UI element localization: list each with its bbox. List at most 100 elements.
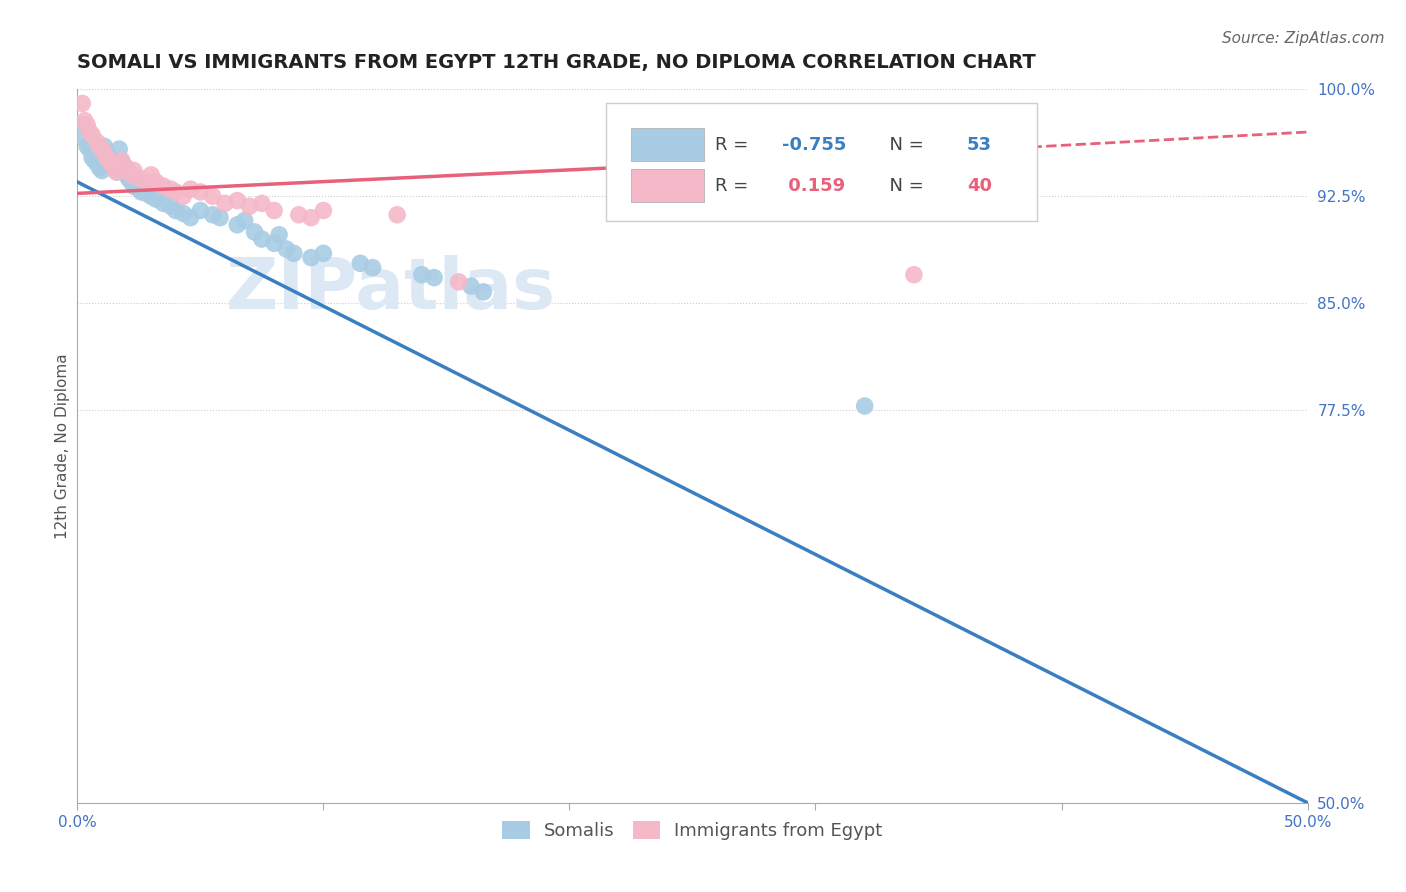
Point xyxy=(128,170,150,185)
Point xyxy=(233,213,256,227)
Point xyxy=(128,182,150,196)
Point xyxy=(243,225,266,239)
Point xyxy=(103,161,125,175)
Point xyxy=(111,153,132,168)
Point xyxy=(276,242,298,256)
Point xyxy=(73,132,96,146)
Point xyxy=(349,256,371,270)
Point xyxy=(86,135,108,149)
Point xyxy=(180,182,202,196)
Point xyxy=(226,194,249,208)
Point xyxy=(105,165,128,179)
Point xyxy=(160,199,183,213)
Point xyxy=(89,139,111,153)
Point xyxy=(250,232,273,246)
Text: Source: ZipAtlas.com: Source: ZipAtlas.com xyxy=(1222,31,1385,46)
Point xyxy=(188,203,212,218)
Text: -0.755: -0.755 xyxy=(782,136,846,153)
Point xyxy=(96,146,118,161)
Point xyxy=(70,118,93,132)
Point xyxy=(129,185,153,199)
Point xyxy=(269,227,291,242)
Text: ZIPatlas: ZIPatlas xyxy=(226,254,557,324)
Point xyxy=(283,246,305,260)
Point xyxy=(165,203,187,218)
FancyBboxPatch shape xyxy=(631,128,703,161)
Point xyxy=(472,285,495,299)
Point xyxy=(135,186,157,201)
Text: SOMALI VS IMMIGRANTS FROM EGYPT 12TH GRADE, NO DIPLOMA CORRELATION CHART: SOMALI VS IMMIGRANTS FROM EGYPT 12TH GRA… xyxy=(77,54,1036,72)
Point xyxy=(101,156,124,170)
Point xyxy=(118,172,141,186)
Point xyxy=(73,113,96,128)
Point xyxy=(263,203,285,218)
Point xyxy=(93,146,115,161)
Point xyxy=(70,96,93,111)
FancyBboxPatch shape xyxy=(631,169,703,202)
Point xyxy=(122,163,145,178)
Point xyxy=(201,208,224,222)
Point xyxy=(250,196,273,211)
Point xyxy=(447,275,470,289)
Point xyxy=(111,153,132,168)
Point xyxy=(201,189,224,203)
Point xyxy=(145,192,167,206)
Point xyxy=(98,153,121,168)
Text: 53: 53 xyxy=(967,136,991,153)
Point xyxy=(112,159,135,173)
FancyBboxPatch shape xyxy=(606,103,1038,221)
Point xyxy=(125,170,148,185)
Point xyxy=(105,165,128,179)
Point xyxy=(312,246,335,260)
Point xyxy=(83,153,105,168)
Point xyxy=(90,163,114,178)
Point xyxy=(115,161,138,175)
Point xyxy=(423,270,446,285)
Y-axis label: 12th Grade, No Diploma: 12th Grade, No Diploma xyxy=(55,353,70,539)
Point xyxy=(263,236,285,251)
Point xyxy=(96,151,118,165)
Point xyxy=(101,156,124,170)
Point xyxy=(145,175,167,189)
Point xyxy=(98,151,121,165)
Point xyxy=(141,168,163,182)
Point xyxy=(165,185,187,199)
Point xyxy=(152,179,174,194)
Point xyxy=(172,206,194,220)
Point xyxy=(385,208,409,222)
Point xyxy=(288,208,311,222)
Point xyxy=(188,185,212,199)
Point xyxy=(299,251,322,265)
Point xyxy=(903,268,925,282)
Point xyxy=(79,142,101,156)
Point xyxy=(160,182,183,196)
Point xyxy=(209,211,232,225)
Point xyxy=(172,189,194,203)
Point xyxy=(299,211,322,225)
Point xyxy=(239,199,262,213)
Point xyxy=(82,151,104,165)
Point xyxy=(86,156,108,170)
Point xyxy=(79,125,101,139)
Text: R =: R = xyxy=(714,177,754,194)
Point xyxy=(312,203,335,218)
Point xyxy=(460,279,482,293)
Legend: Somalis, Immigrants from Egypt: Somalis, Immigrants from Egypt xyxy=(495,814,890,847)
Point xyxy=(180,211,202,225)
Point xyxy=(853,399,876,413)
Point xyxy=(121,175,143,189)
Point xyxy=(141,189,163,203)
Point xyxy=(82,128,104,142)
Point xyxy=(76,139,98,153)
Text: 40: 40 xyxy=(967,177,991,194)
Point xyxy=(226,218,249,232)
Point xyxy=(90,142,114,156)
Text: 0.159: 0.159 xyxy=(782,177,845,194)
Point xyxy=(152,196,174,211)
Point xyxy=(121,168,143,182)
Point xyxy=(214,196,236,211)
Point xyxy=(93,139,115,153)
Point xyxy=(103,161,125,175)
Point xyxy=(76,118,98,132)
Text: N =: N = xyxy=(879,136,929,153)
